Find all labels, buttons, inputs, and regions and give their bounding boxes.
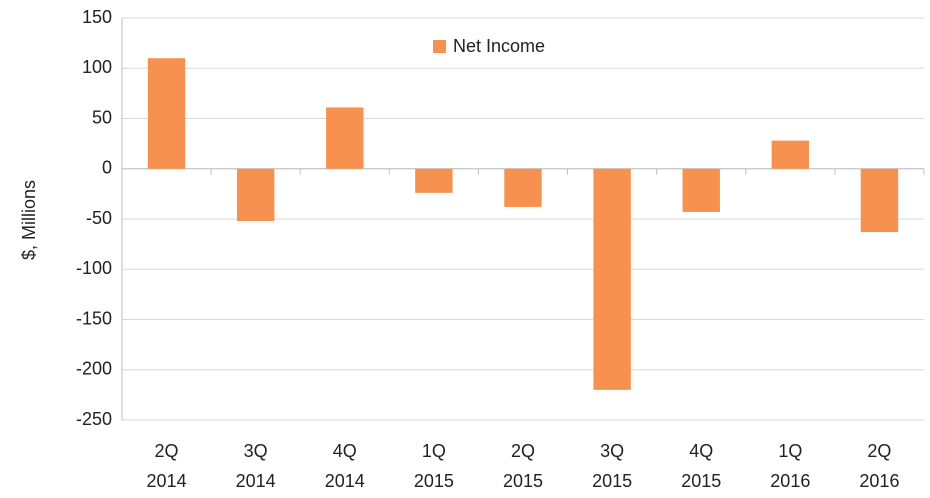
bar [326,107,364,169]
x-tick-label: 4Q 2015 [681,441,721,491]
legend-label: Net Income [453,36,545,56]
bar [415,168,453,193]
bar [860,168,899,233]
x-tick-label: 1Q 2015 [414,441,454,491]
y-tick-label: -100 [76,258,112,278]
bar [236,168,275,222]
x-tick-label: 2Q 2014 [147,441,187,491]
bar [504,168,542,207]
bar [771,140,810,169]
y-tick-label: 50 [92,107,112,127]
y-tick-label: 0 [102,158,112,178]
bar [593,168,631,390]
y-tick-label: -50 [86,208,112,228]
y-tick-label: 150 [82,7,112,27]
x-tick-label: 3Q 2014 [236,441,276,491]
y-tick-label: -150 [76,308,112,328]
y-tick-label: 100 [82,57,112,77]
x-tick-label: 4Q 2014 [325,441,365,491]
x-tick-label: 2Q 2015 [503,441,543,491]
x-tick-label: 3Q 2015 [592,441,632,491]
bar [147,58,186,169]
x-tick-label: 2Q 2016 [859,441,899,491]
y-tick-label: -250 [76,409,112,429]
x-tick-label: 1Q 2016 [770,441,810,491]
y-axis-label: $, Millions [19,180,39,260]
legend-swatch [433,40,446,53]
y-tick-label: -200 [76,359,112,379]
bar [682,168,720,212]
